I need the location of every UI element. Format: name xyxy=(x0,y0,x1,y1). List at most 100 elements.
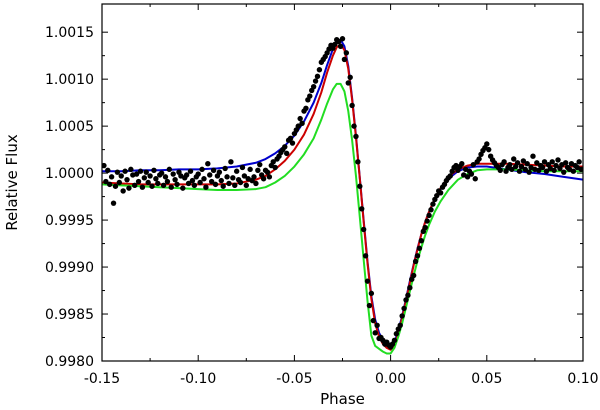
data-point xyxy=(335,38,342,45)
y-tick-label: 0.9985 xyxy=(45,307,94,323)
data-point xyxy=(486,146,492,153)
data-point xyxy=(447,173,453,179)
y-tick-label: 0.9990 xyxy=(45,260,94,276)
data-point xyxy=(434,192,440,199)
data-point xyxy=(332,41,338,48)
data-point xyxy=(243,182,249,189)
data-point xyxy=(141,175,148,181)
data-point xyxy=(412,258,419,265)
x-axis-title: Phase xyxy=(320,390,365,408)
data-point xyxy=(222,165,228,172)
data-point xyxy=(534,160,540,166)
data-point xyxy=(541,159,548,165)
data-point xyxy=(370,317,376,324)
data-point xyxy=(424,218,430,224)
data-point xyxy=(272,164,278,171)
data-point xyxy=(120,188,126,194)
data-point xyxy=(155,180,161,187)
y-axis-title: Relative Flux xyxy=(3,134,21,231)
data-point xyxy=(539,164,546,171)
data-point xyxy=(543,168,550,174)
data-point xyxy=(536,167,542,173)
data-point xyxy=(208,178,215,185)
data-point xyxy=(172,176,178,183)
model-curve-3 xyxy=(102,82,583,355)
data-point xyxy=(570,168,577,174)
data-point xyxy=(224,174,230,180)
data-point xyxy=(316,67,323,73)
model-curves xyxy=(102,38,583,355)
x-tick-label: 0.00 xyxy=(375,371,406,387)
data-point xyxy=(195,171,201,177)
data-point xyxy=(426,212,432,219)
data-point xyxy=(368,290,375,297)
y-tick-label: 1.0000 xyxy=(45,166,94,182)
data-point xyxy=(472,176,478,182)
model-curve-2 xyxy=(102,43,583,351)
data-point xyxy=(145,179,151,186)
data-point xyxy=(255,167,261,173)
data-point xyxy=(185,180,192,187)
data-point xyxy=(341,56,348,63)
data-point xyxy=(153,176,159,182)
data-point xyxy=(578,166,583,173)
data-point xyxy=(220,183,226,189)
y-tick-label: 0.9980 xyxy=(45,354,94,370)
data-point xyxy=(507,161,513,168)
data-point xyxy=(164,178,171,185)
data-point xyxy=(357,183,363,189)
y-axis-ticks: 0.9980 0.9985 0.9990 0.9995 1.0000 1.0005 1.00… xyxy=(45,25,583,370)
data-point xyxy=(112,183,119,189)
data-point xyxy=(464,174,471,180)
x-tick-label: -0.15 xyxy=(84,371,120,387)
data-point xyxy=(476,156,482,162)
y-tick-label: 1.0005 xyxy=(45,119,94,135)
data-point xyxy=(397,322,403,328)
data-point xyxy=(430,201,436,207)
data-point xyxy=(520,158,527,164)
data-point xyxy=(147,173,153,179)
data-point xyxy=(264,169,271,175)
data-point xyxy=(108,174,115,180)
y-tick-label: 1.0015 xyxy=(45,25,94,41)
data-point xyxy=(353,133,359,140)
data-point xyxy=(526,169,532,175)
data-point xyxy=(372,330,378,336)
data-point xyxy=(407,285,413,291)
data-point xyxy=(553,162,559,169)
data-point xyxy=(555,157,561,163)
x-axis-ticks: -0.15 -0.10 -0.05 0.00 0.05 0.10 xyxy=(84,4,599,387)
data-point xyxy=(170,171,176,177)
data-point xyxy=(345,80,351,86)
data-point xyxy=(416,245,423,251)
data-point xyxy=(497,167,503,173)
data-point xyxy=(314,73,321,80)
data-point xyxy=(191,182,198,189)
data-point xyxy=(168,184,174,190)
data-point xyxy=(197,179,203,186)
data-point xyxy=(189,177,196,184)
data-point xyxy=(270,159,276,165)
data-point xyxy=(139,184,146,190)
data-point xyxy=(530,153,536,159)
data-point xyxy=(391,337,398,344)
x-tick-label: 0.05 xyxy=(471,371,502,387)
data-point xyxy=(116,179,123,186)
data-point xyxy=(514,160,521,166)
data-point xyxy=(226,180,232,187)
data-point xyxy=(360,226,367,233)
data-point xyxy=(355,159,361,165)
data-point xyxy=(166,166,173,173)
data-point xyxy=(241,173,248,179)
data-point xyxy=(232,182,238,189)
data-point xyxy=(364,278,371,284)
data-point xyxy=(410,272,417,279)
data-point xyxy=(143,169,149,175)
data-point xyxy=(303,105,309,111)
data-point xyxy=(516,168,523,174)
data-point xyxy=(162,174,169,180)
data-point xyxy=(124,176,130,183)
data-point xyxy=(468,171,475,177)
